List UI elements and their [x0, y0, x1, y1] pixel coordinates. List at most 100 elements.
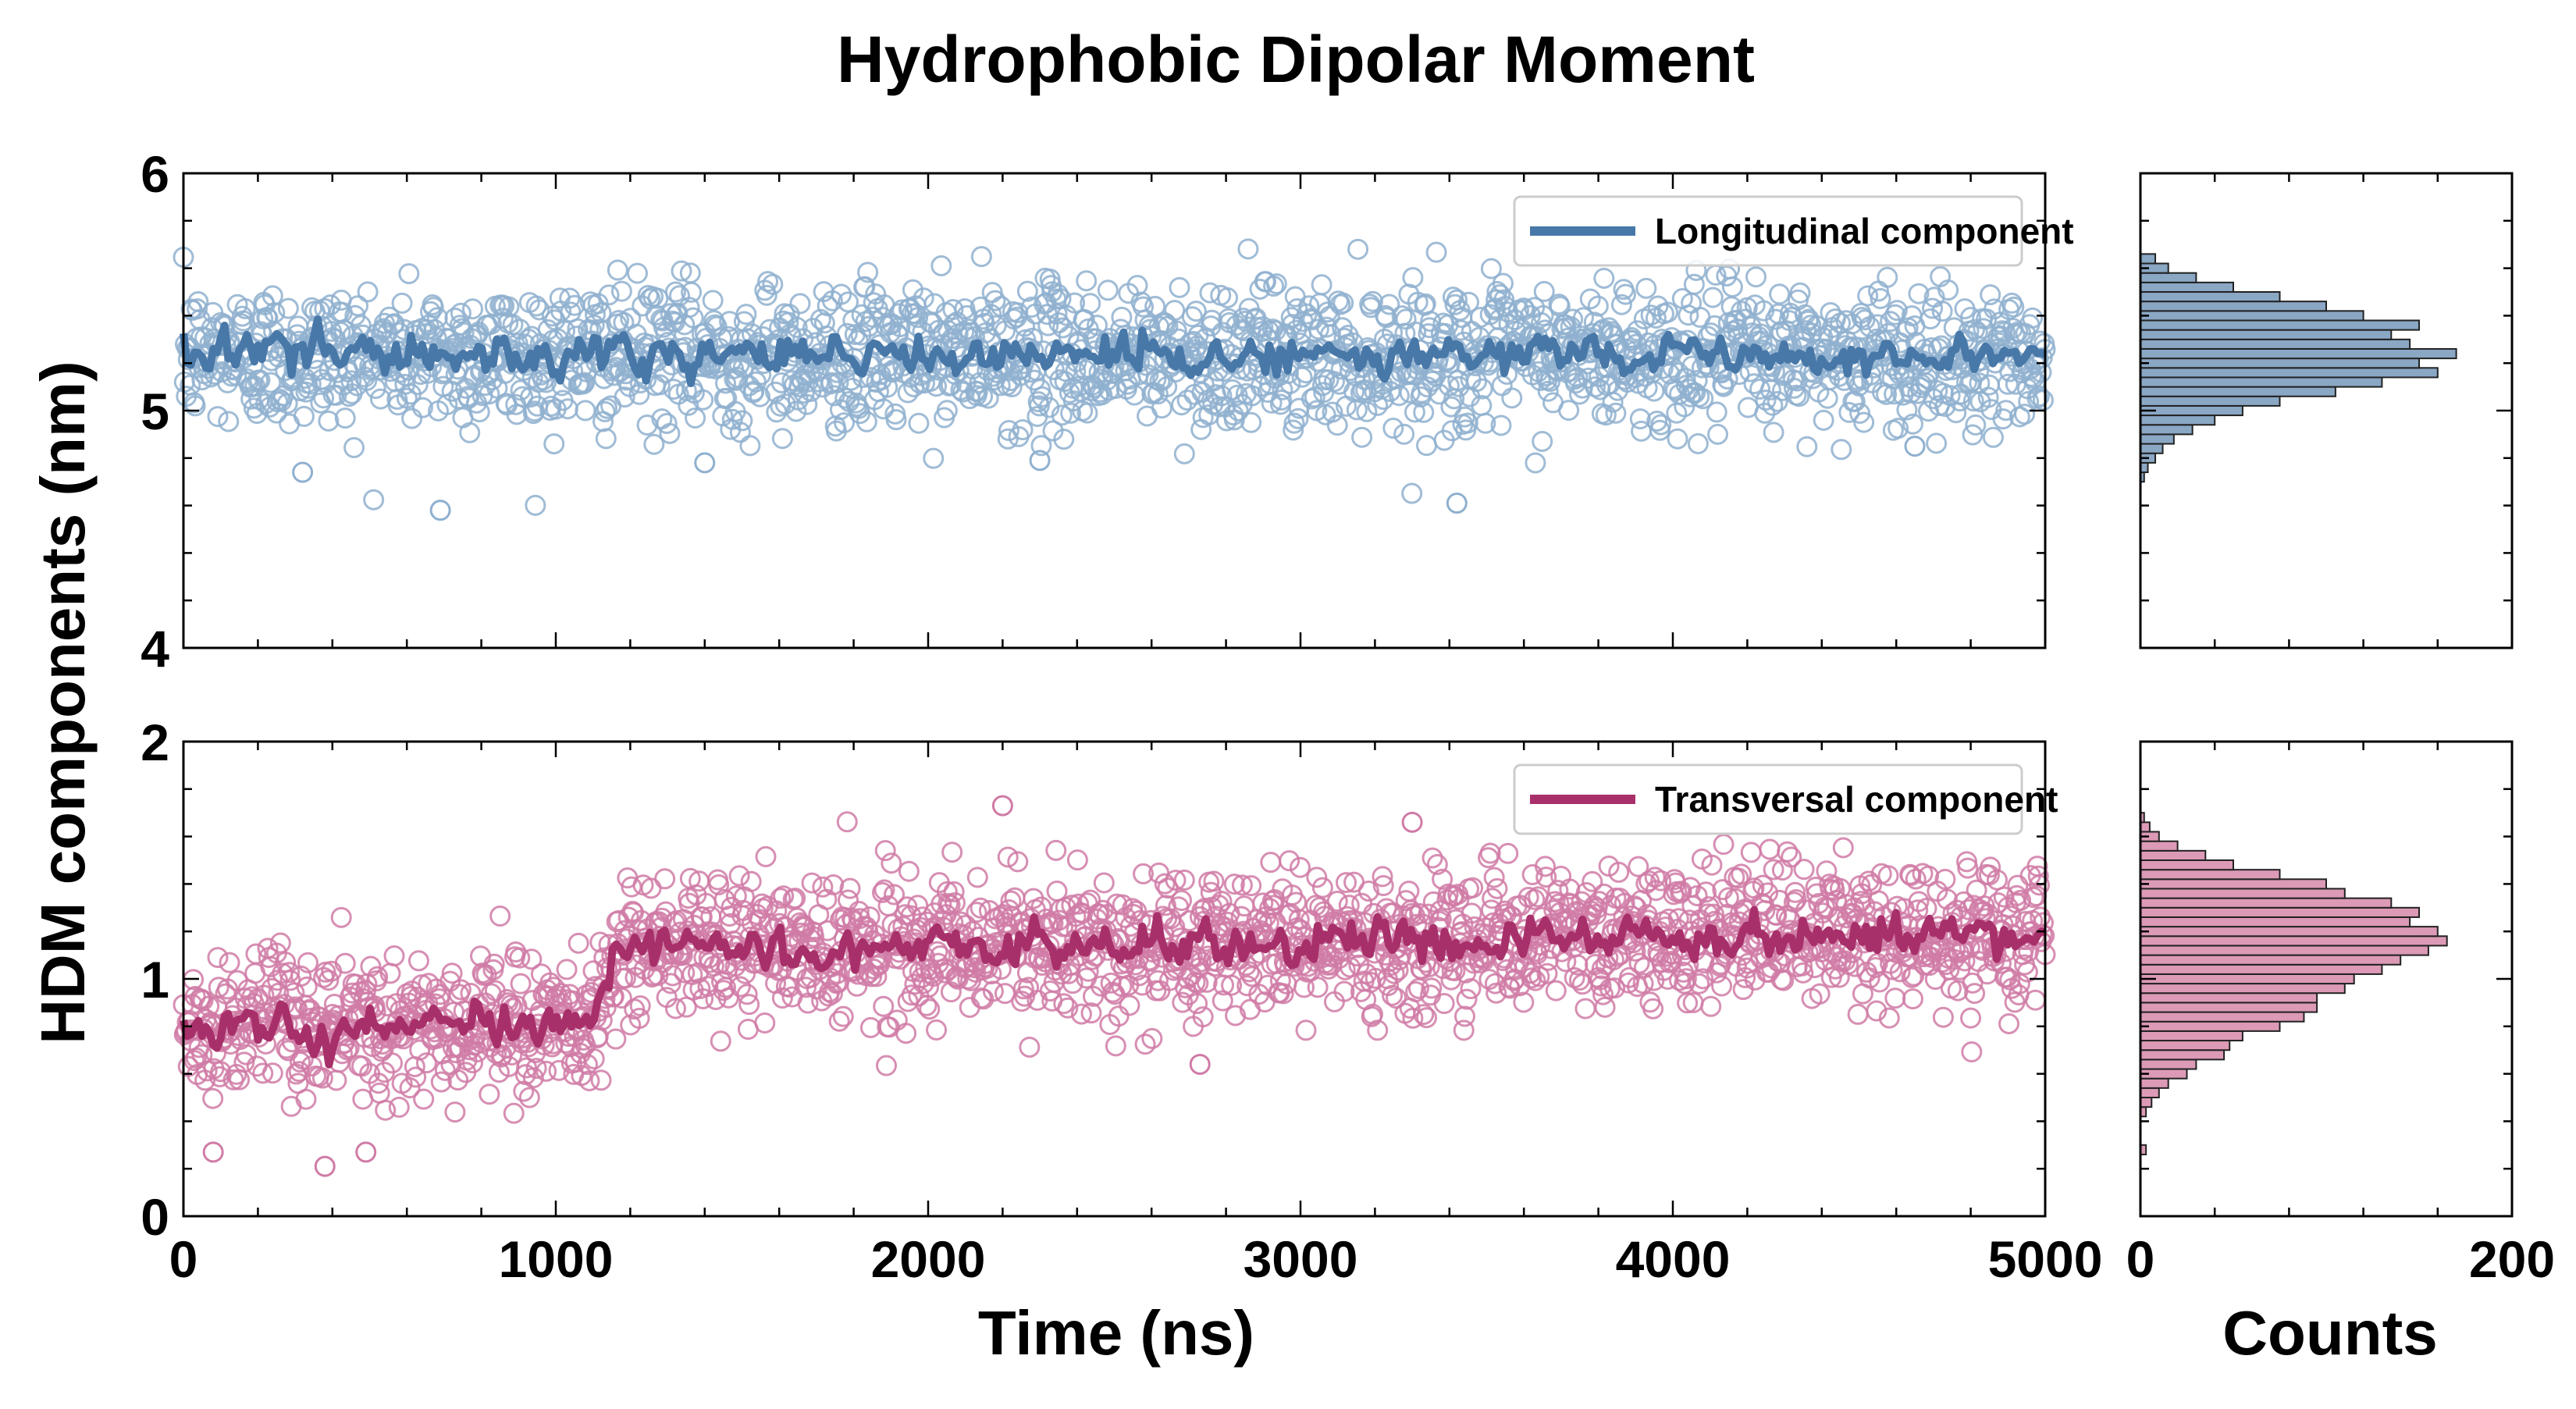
bottom-hist-x-tick-label: 0 — [2126, 1230, 2155, 1288]
top-hist-bar — [2140, 433, 2175, 445]
top-time-point — [1144, 296, 1166, 318]
top-hist-bar — [2140, 310, 2364, 322]
bottom-time-point — [828, 1010, 850, 1032]
bottom-time-point — [1614, 892, 1635, 914]
top-time-point — [1222, 379, 1244, 400]
top-time-point — [1627, 320, 1649, 342]
top-time-y-tick-label: 6 — [141, 145, 169, 203]
bottom-time-point — [1011, 991, 1033, 1012]
bottom-time-point — [1311, 877, 1333, 898]
top-time-point — [1439, 352, 1461, 374]
top-time-point — [2032, 390, 2054, 411]
top-time-outlier-point — [292, 461, 314, 483]
top-time-point — [184, 395, 206, 417]
top-hist-bar — [2140, 358, 2420, 369]
bottom-time-point — [1954, 950, 1976, 972]
top-time-point — [1754, 402, 1776, 424]
top-time-point — [977, 387, 999, 409]
top-time-point — [1053, 429, 1075, 450]
bottom-time-point — [2028, 874, 2050, 896]
top-time-point — [984, 290, 1006, 311]
bottom-time-point — [664, 998, 686, 1019]
bottom-time-point — [1632, 973, 1654, 994]
bottom-time-point — [1781, 846, 1802, 868]
bottom-time-point — [1858, 870, 1880, 892]
top-time-point — [1133, 296, 1155, 318]
top-time-point — [1265, 273, 1287, 295]
bottom-time-point — [1307, 977, 1329, 998]
bottom-time-point — [1171, 890, 1193, 912]
top-time-point — [334, 407, 356, 429]
bottom-time-legend-label: Transversal component — [1655, 779, 2058, 820]
bottom-time-point — [413, 1088, 435, 1110]
top-time-point — [1207, 360, 1229, 382]
bottom-time-outlier-point — [991, 795, 1013, 817]
bottom-time-point — [576, 1054, 598, 1076]
bottom-time-point — [383, 945, 405, 967]
top-time-point — [277, 297, 299, 319]
bottom-time-point — [832, 1005, 854, 1027]
bottom-time-point — [219, 952, 240, 973]
bottom-time-point — [518, 1087, 540, 1108]
bottom-time-point — [1980, 856, 2001, 878]
bottom-time-point — [1387, 959, 1409, 981]
top-time-point — [1656, 301, 1678, 323]
y-axis-label: HDM components (nm) — [28, 361, 98, 1044]
bottom-time-point — [919, 998, 941, 1020]
top-time-point — [1164, 300, 1186, 322]
bottom-time-point — [603, 986, 624, 1008]
top-time-point — [1076, 402, 1098, 424]
top-time-point — [1931, 301, 1953, 322]
bottom-time-outlier-point — [355, 1141, 377, 1163]
top-time-point — [1532, 304, 1554, 326]
bottom-time-point — [583, 1048, 605, 1069]
top-time-point — [926, 375, 948, 397]
bottom-time-point — [1295, 1019, 1317, 1041]
top-time-point — [1492, 272, 1514, 294]
bottom-time-x-tick-label: 2000 — [871, 1230, 986, 1288]
top-time-point — [786, 317, 808, 339]
top-time-point — [373, 312, 395, 334]
bottom-time-point — [1905, 868, 1927, 890]
top-time-outlier-point — [694, 452, 716, 474]
top-time-point — [1287, 407, 1309, 429]
bottom-time-point — [1157, 877, 1179, 899]
top-time-point — [1169, 276, 1190, 298]
top-time-point — [598, 284, 620, 306]
top-time-point — [1558, 400, 1580, 422]
bottom-time-point — [375, 1099, 397, 1121]
top-time-point — [1663, 378, 1685, 400]
bottom-hist-bar — [2140, 869, 2281, 881]
top-time-point — [1111, 306, 1133, 328]
top-time-point — [357, 281, 379, 303]
top-time-point — [1650, 414, 1672, 436]
bottom-time-point — [441, 962, 463, 984]
top-time-point — [398, 263, 420, 285]
top-time-point — [1769, 283, 1791, 305]
top-hist-bar — [2140, 301, 2327, 312]
bottom-time-point — [1409, 903, 1431, 925]
bottom-time-point — [1628, 856, 1649, 877]
top-time-point — [525, 295, 547, 317]
top-time-point — [264, 302, 286, 324]
bottom-time-point — [1675, 968, 1697, 990]
top-time-point — [1048, 312, 1070, 334]
top-time-point — [1844, 390, 1866, 412]
top-time-point — [401, 407, 423, 429]
bottom-time-point — [943, 881, 965, 902]
bottom-time-point — [503, 1102, 525, 1124]
bottom-hist-bar — [2140, 1049, 2226, 1061]
bottom-time-point — [1057, 997, 1079, 1019]
top-hist-bar — [2140, 347, 2457, 360]
bottom-time-point — [1390, 944, 1412, 966]
top-time-point — [2020, 365, 2042, 387]
bottom-time-point — [1416, 1007, 1438, 1029]
top-time-point — [461, 298, 483, 320]
bottom-time-point — [605, 1028, 627, 1050]
top-time-point — [461, 328, 482, 350]
top-time-point — [908, 412, 930, 434]
bottom-time-point — [245, 943, 267, 965]
top-time-point — [1480, 258, 1502, 279]
bottom-time-point — [1179, 910, 1201, 932]
